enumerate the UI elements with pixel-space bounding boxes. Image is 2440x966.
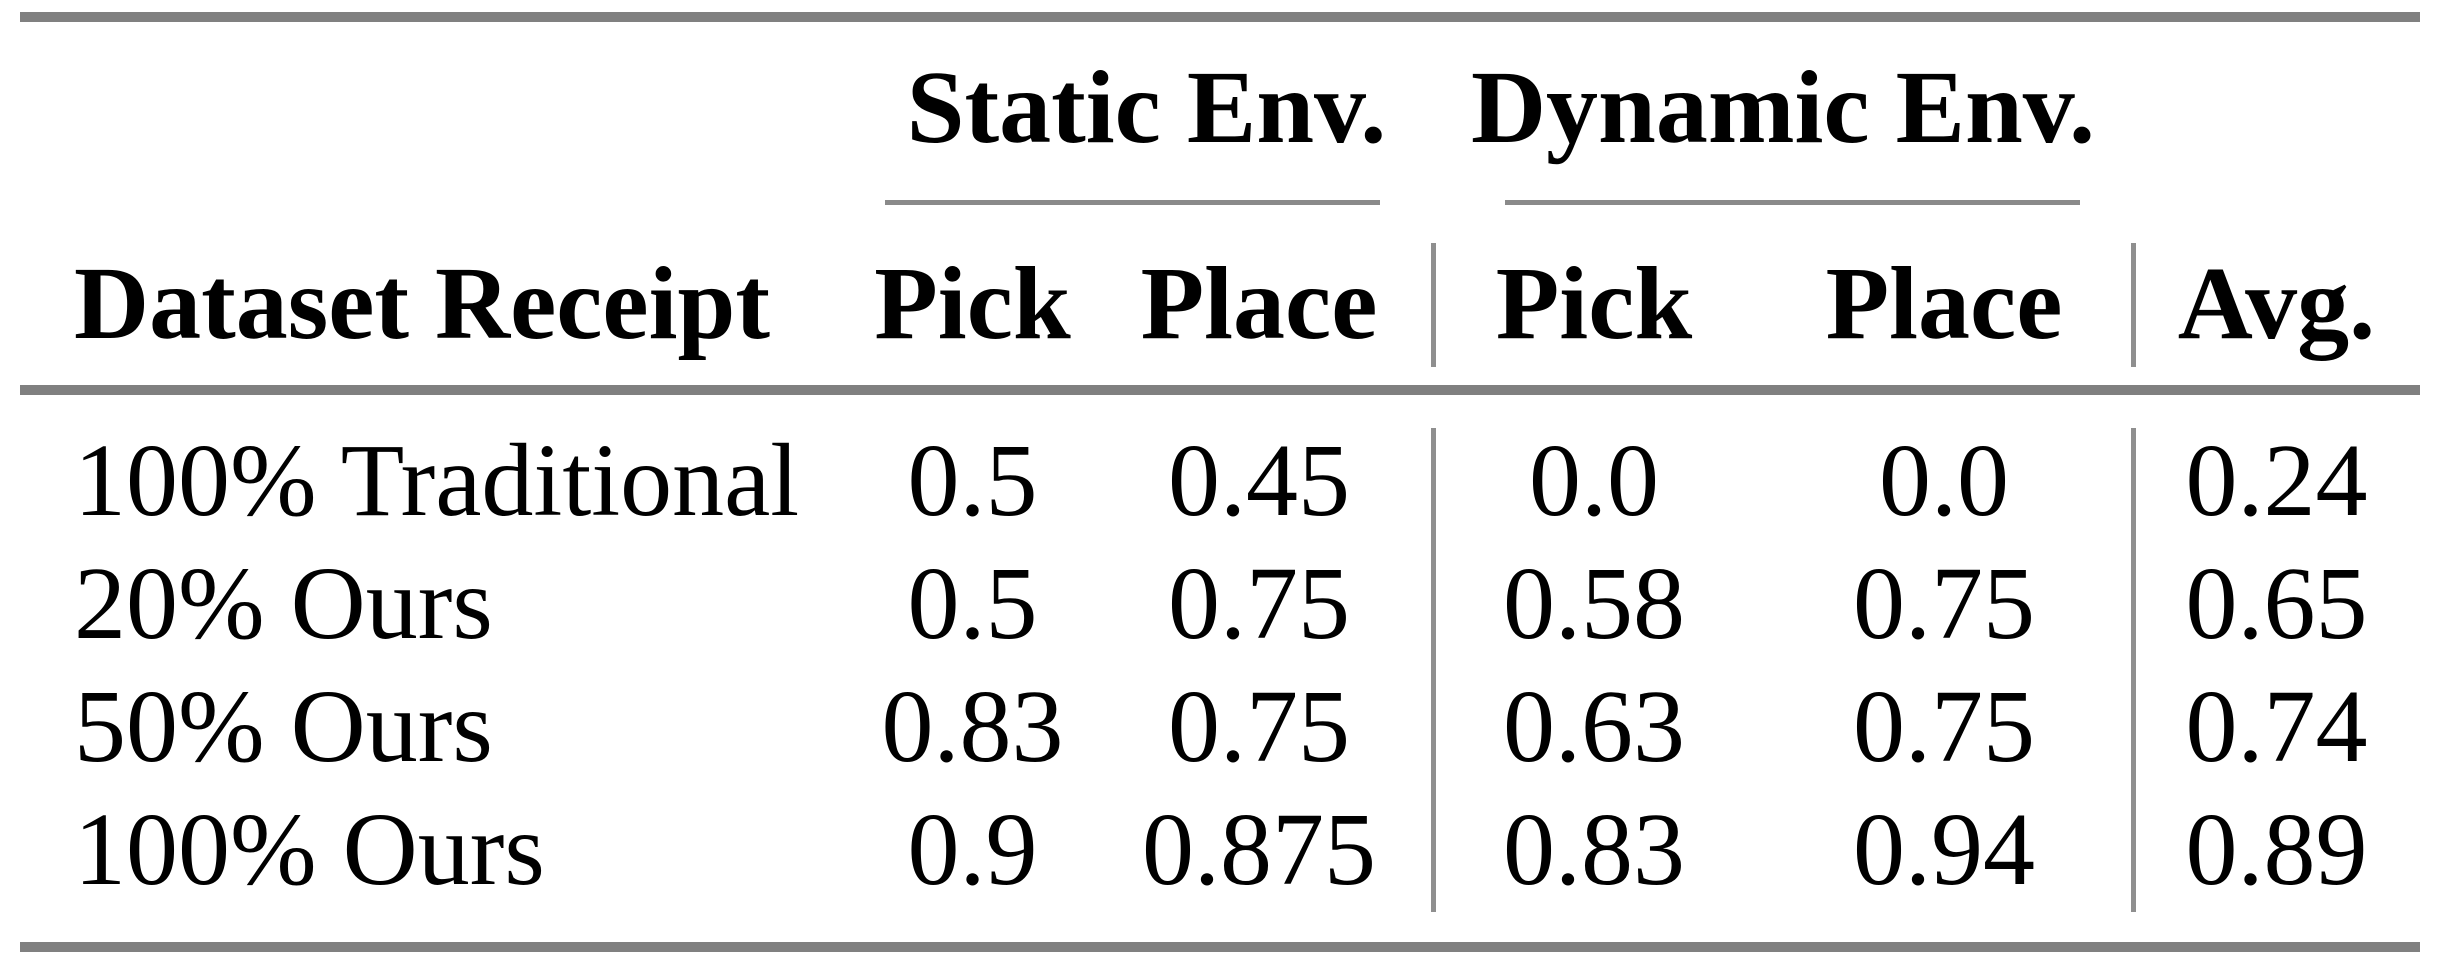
group-header-static-env: Static Env. xyxy=(906,50,1387,165)
column-header-avg: Avg. xyxy=(2177,246,2376,361)
cell-avg: 0.89 xyxy=(2185,791,2368,907)
row-label: 20% Ours xyxy=(74,545,493,661)
row-label: 100% Traditional xyxy=(74,422,800,538)
table-row: 50% Ours 0.83 0.75 0.63 0.75 0.74 xyxy=(20,665,2420,788)
cell-dynamic-place: 0.0 xyxy=(1879,422,2009,538)
column-header-dynamic-place: Place xyxy=(1825,246,2063,361)
cell-dynamic-place: 0.75 xyxy=(1853,668,2035,784)
group-header-dynamic-env: Dynamic Env. xyxy=(1470,50,2096,165)
cell-dynamic-pick: 0.63 xyxy=(1503,668,1685,784)
cell-dynamic-place: 0.94 xyxy=(1853,791,2035,907)
cell-static-place: 0.45 xyxy=(1168,422,1350,538)
cell-avg: 0.24 xyxy=(2185,422,2368,538)
table-row: 100% Ours 0.9 0.875 0.83 0.94 0.89 xyxy=(20,788,2420,911)
cell-static-place: 0.75 xyxy=(1168,545,1350,661)
column-header-dataset-receipt: Dataset Receipt xyxy=(74,246,770,361)
table-mid-rule xyxy=(20,385,2420,395)
table-body: 100% Traditional 0.5 0.45 0.0 0.0 0.24 2… xyxy=(20,419,2420,911)
cell-static-pick: 0.9 xyxy=(907,791,1038,907)
vertical-divider-dynamic-avg xyxy=(2131,243,2136,367)
column-header-dynamic-pick: Pick xyxy=(1495,246,1693,361)
column-header-static-pick: Pick xyxy=(874,246,1071,361)
cell-avg: 0.74 xyxy=(2185,668,2368,784)
cell-static-pick: 0.5 xyxy=(907,422,1038,538)
table-top-rule xyxy=(20,12,2420,22)
table-row: 20% Ours 0.5 0.75 0.58 0.75 0.65 xyxy=(20,542,2420,665)
table-bottom-rule xyxy=(20,942,2420,952)
cell-dynamic-pick: 0.83 xyxy=(1503,791,1685,907)
vertical-divider-static-dynamic xyxy=(1431,428,1436,912)
cell-static-pick: 0.5 xyxy=(907,545,1038,661)
cell-static-place: 0.875 xyxy=(1142,791,1376,907)
cell-dynamic-pick: 0.58 xyxy=(1503,545,1685,661)
cell-avg: 0.65 xyxy=(2185,545,2368,661)
row-label: 50% Ours xyxy=(74,668,493,784)
vertical-divider-dynamic-avg xyxy=(2131,428,2136,912)
row-label: 100% Ours xyxy=(74,791,545,907)
group-header-row: Static Env. Dynamic Env. xyxy=(20,48,2420,168)
column-header-static-place: Place xyxy=(1140,246,1378,361)
cell-dynamic-pick: 0.0 xyxy=(1529,422,1659,538)
cell-dynamic-place: 0.75 xyxy=(1853,545,2035,661)
cell-static-pick: 0.83 xyxy=(881,668,1064,784)
cell-static-place: 0.75 xyxy=(1168,668,1350,784)
static-env-underline xyxy=(885,200,1380,205)
vertical-divider-static-dynamic xyxy=(1431,243,1436,367)
column-header-row: Dataset Receipt Pick Place Pick Place Av… xyxy=(20,240,2420,368)
dynamic-env-underline xyxy=(1505,200,2080,205)
table-row: 100% Traditional 0.5 0.45 0.0 0.0 0.24 xyxy=(20,419,2420,542)
